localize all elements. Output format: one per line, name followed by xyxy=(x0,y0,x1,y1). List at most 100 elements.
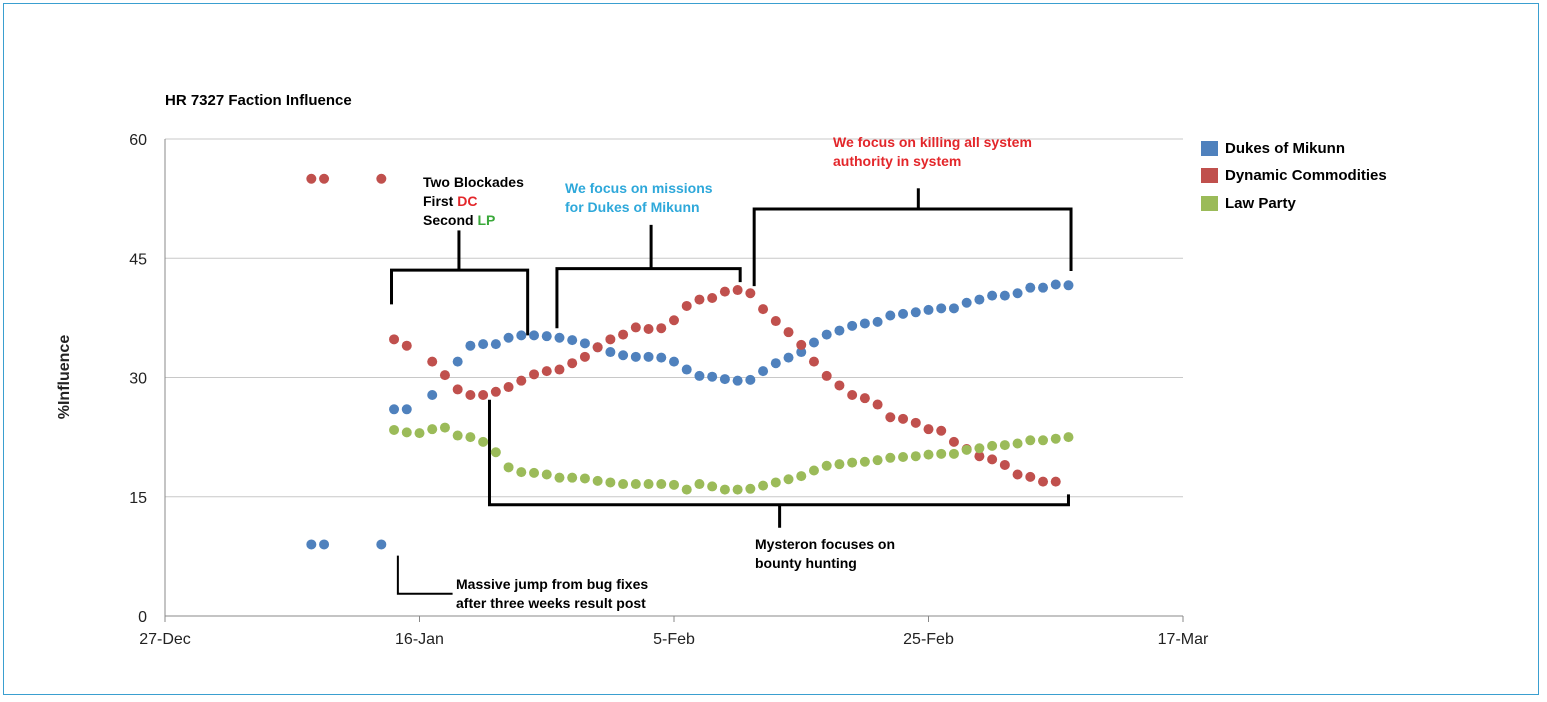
annotation-killing-line2: authority in system xyxy=(833,153,962,169)
legend-label-law: Law Party xyxy=(1225,195,1296,212)
bracket-killing xyxy=(752,207,1073,287)
data-point-dukes xyxy=(529,330,540,341)
data-point-dukes xyxy=(987,290,998,301)
annotation-mysteron-line2: bounty hunting xyxy=(755,555,857,571)
data-point-law xyxy=(478,436,489,447)
data-point-law xyxy=(541,469,552,480)
data-point-dynamic xyxy=(490,386,501,397)
y-tick-label: 15 xyxy=(129,490,147,507)
data-point-law xyxy=(745,483,756,494)
x-tick-label: 27-Dec xyxy=(139,631,191,648)
data-point-dukes xyxy=(389,404,400,415)
data-point-dynamic xyxy=(834,380,845,391)
data-point-dukes xyxy=(452,356,463,367)
data-point-law xyxy=(808,465,819,476)
data-point-dukes xyxy=(961,297,972,308)
data-point-dukes xyxy=(923,304,934,315)
data-point-dukes xyxy=(694,370,705,381)
data-point-law xyxy=(681,484,692,495)
data-point-law xyxy=(936,448,947,459)
annotation-bugfix-line2: after three weeks result post xyxy=(456,595,646,611)
data-point-dynamic xyxy=(439,370,450,381)
data-point-dukes xyxy=(490,339,501,350)
data-point-law xyxy=(770,477,781,488)
y-axis-label: %Influence xyxy=(56,334,73,420)
data-point-law xyxy=(872,455,883,466)
data-point-dynamic xyxy=(592,342,603,353)
chart-title: HR 7327 Faction Influence xyxy=(165,92,352,109)
data-point-law xyxy=(923,449,934,460)
data-point-dukes xyxy=(516,330,527,341)
data-point-law xyxy=(974,443,985,454)
annotation-second-prefix: Second xyxy=(423,212,478,228)
data-point-law xyxy=(987,440,998,451)
data-point-dukes xyxy=(745,374,756,385)
y-tick-label: 30 xyxy=(129,371,147,388)
annotation-first-dc: First DC xyxy=(423,192,477,211)
annotation-missions-line1: We focus on missions xyxy=(565,180,713,196)
data-point-law xyxy=(694,479,705,490)
data-point-law xyxy=(592,475,603,486)
bracket-missions xyxy=(555,267,742,329)
data-point-dynamic xyxy=(503,382,514,393)
data-point-dukes xyxy=(834,325,845,336)
data-point-dukes xyxy=(503,332,514,343)
data-point-law xyxy=(1063,432,1074,443)
data-point-dynamic xyxy=(859,393,870,404)
data-point-dynamic xyxy=(516,375,527,386)
data-point-dynamic xyxy=(719,286,730,297)
data-point-dynamic xyxy=(758,304,769,315)
data-point-law xyxy=(516,467,527,478)
data-point-law xyxy=(643,479,654,490)
data-point-dukes xyxy=(1012,288,1023,299)
data-point-dynamic xyxy=(1050,476,1061,487)
data-point-law xyxy=(707,481,718,492)
data-point-dukes xyxy=(465,340,476,351)
data-point-dukes xyxy=(770,358,781,369)
data-point-law xyxy=(1025,435,1036,446)
data-point-dukes xyxy=(1050,279,1061,290)
data-point-dukes xyxy=(1038,282,1049,293)
legend-swatch-dukes xyxy=(1201,141,1218,156)
data-point-dukes xyxy=(910,307,921,318)
data-point-dukes xyxy=(579,338,590,349)
data-point-dynamic xyxy=(770,316,781,327)
data-point-dukes xyxy=(1025,282,1036,293)
data-point-dukes xyxy=(885,310,896,321)
data-point-dynamic xyxy=(694,294,705,305)
data-point-dynamic xyxy=(1025,471,1036,482)
data-point-law xyxy=(910,451,921,462)
data-point-dukes xyxy=(707,371,718,382)
data-point-dukes xyxy=(478,339,489,350)
data-point-dukes xyxy=(808,337,819,348)
data-point-law xyxy=(1050,433,1061,444)
data-point-law xyxy=(1012,438,1023,449)
data-point-dynamic xyxy=(656,323,667,334)
annotation-missions-line2: for Dukes of Mikunn xyxy=(565,199,700,215)
data-point-dynamic xyxy=(554,364,565,375)
legend-swatch-law xyxy=(1201,196,1218,211)
annotation-mysteron-line1: Mysteron focuses on xyxy=(755,536,896,552)
data-point-law xyxy=(414,428,425,439)
annotation-bugfix-line1: Massive jump from bug fixes xyxy=(456,576,649,592)
data-point-dukes xyxy=(630,351,641,362)
data-point-law xyxy=(821,460,832,471)
data-point-law xyxy=(847,457,858,468)
x-tick-label: 25-Feb xyxy=(903,631,954,648)
data-point-dukes xyxy=(936,303,947,314)
data-point-law xyxy=(389,424,400,435)
annotation-first-prefix: First xyxy=(423,193,458,209)
data-point-law xyxy=(1038,435,1049,446)
legend-swatch-dynamic xyxy=(1201,168,1218,183)
data-point-dynamic xyxy=(630,322,641,333)
data-point-dukes xyxy=(541,331,552,342)
data-point-dukes xyxy=(401,404,412,415)
data-point-dynamic xyxy=(306,173,317,184)
data-point-dynamic xyxy=(745,288,756,299)
y-tick-label: 0 xyxy=(138,609,147,626)
chart-frame xyxy=(3,3,1539,695)
data-point-dukes xyxy=(999,290,1010,301)
data-point-dynamic xyxy=(808,356,819,367)
data-point-law xyxy=(834,459,845,470)
